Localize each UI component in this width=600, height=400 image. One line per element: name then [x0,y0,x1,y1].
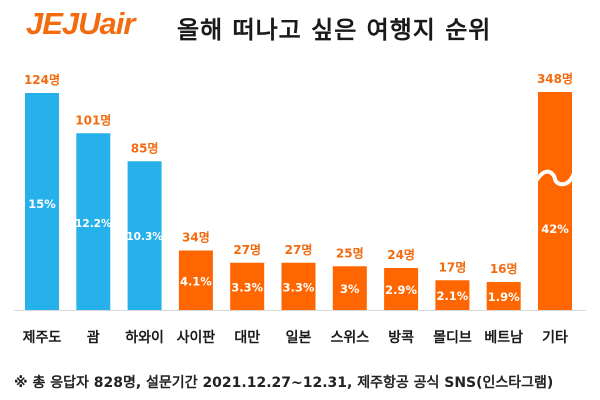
value-label: 16명 [490,262,518,276]
bar-방콕 [384,268,419,310]
percent-label: 3.3% [283,280,315,294]
percent-label: 12.2% [75,218,112,230]
category-label: 기타 [542,330,568,346]
percent-label: 10.3% [126,231,163,243]
bar-대만 [230,262,265,310]
percent-label: 15% [28,197,56,211]
category-label: 몰디브 [433,330,472,346]
category-label: 제주도 [23,330,62,346]
value-label: 85명 [131,141,159,155]
chart-title: 올해 떠나고 싶은 여행지 순위 [177,16,492,44]
percent-label: 1.9% [488,290,520,304]
category-label: 베트남 [484,329,523,346]
bar-chart: 124명 15% 제주도 101명 12.2% 괌 85명 10.3% 하와이 34명 4.1% 사이… [14,72,586,346]
value-label: 27명 [233,243,261,257]
bar-베트남 [486,282,521,310]
value-label: 24명 [387,248,415,262]
percent-label: 3% [340,282,360,296]
bar-기타 [538,92,572,310]
bar-몰디브 [435,280,470,310]
header: JEJUair 올해 떠나고 싶은 여행지 순위 [0,0,600,56]
bar-일본 [281,262,316,310]
percent-label: 42% [541,222,569,236]
category-label: 괌 [87,329,100,346]
jejuair-logo: JEJUair [26,6,135,41]
percent-label: 3.3% [231,280,263,294]
value-label: 27명 [285,243,313,257]
value-label: 34명 [182,231,210,245]
bar-제주도 [25,93,59,310]
percent-label: 2.1% [436,289,468,303]
category-label: 사이판 [177,329,216,346]
value-label: 101명 [75,113,111,127]
value-label: 124명 [24,73,60,87]
bar-스위스 [332,266,367,310]
value-label: 17명 [439,260,467,274]
category-label: 대만 [234,330,260,346]
category-label: 방콕 [388,329,414,346]
footnote: ※ 총 응답자 828명, 설문기간 2021.12.27~12.31, 제주항… [14,375,554,391]
axis-break-mark [534,169,576,187]
bar-괌 [76,133,111,310]
category-label: 일본 [286,330,312,346]
value-label: 25명 [336,246,364,260]
percent-label: 2.9% [385,283,417,297]
category-label: 스위스 [330,330,369,346]
percent-label: 4.1% [180,274,212,288]
bar-사이판 [178,250,213,310]
category-label: 하와이 [125,329,164,346]
value-label: 348명 [537,72,573,86]
bar-하와이 [127,161,162,310]
